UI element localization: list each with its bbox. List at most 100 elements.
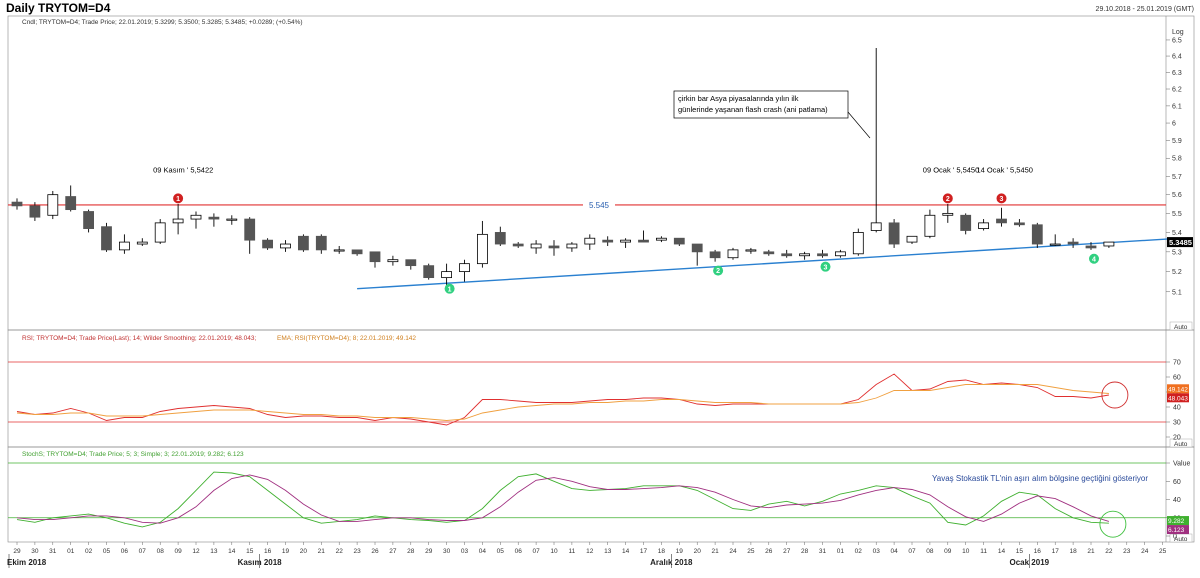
x-tick-label: 18 <box>658 548 666 555</box>
candle-body <box>405 259 417 267</box>
auto-label-stoch: Auto <box>1174 536 1188 543</box>
candle-body <box>244 218 256 241</box>
candle-body <box>208 216 220 220</box>
stoch-highlight-circle <box>1099 510 1127 538</box>
x-tick-label: 28 <box>801 548 809 555</box>
x-tick-label: 17 <box>640 548 648 555</box>
green-touch-marker <box>713 265 724 276</box>
stoch-k-last-value: 9.282 <box>1168 518 1185 525</box>
price-tick-label: 6 <box>1172 121 1176 128</box>
green-touch-marker-label: 3 <box>824 264 828 271</box>
x-tick-label: 06 <box>515 548 523 555</box>
x-tick-label: 14 <box>998 548 1006 555</box>
candle-body <box>262 239 274 249</box>
red-peak-marker-label: 2 <box>946 196 950 203</box>
x-tick-label: 02 <box>855 548 863 555</box>
x-tick-label: 30 <box>31 548 39 555</box>
candle-body <box>727 249 739 259</box>
price-tick-label: 5.9 <box>1172 138 1182 145</box>
candle-body <box>29 205 41 218</box>
stoch-tick-label: 0 <box>1173 534 1177 541</box>
rsi-line <box>16 373 1109 426</box>
price-tick-label: 5.3 <box>1172 249 1182 256</box>
high-annotation: 14 Ocak ' 5,5450 <box>977 166 1033 175</box>
stoch-legend: StochS; TRYTOM=D4; Trade Price; 5; 3; Si… <box>22 451 244 458</box>
candle-body <box>1014 222 1025 226</box>
red-peak-marker <box>996 193 1007 204</box>
x-tick-label: 20 <box>694 548 702 555</box>
stoch-k-last-tag <box>1167 516 1189 526</box>
price-tick-label: 6.3 <box>1172 70 1182 77</box>
auto-button-rsi[interactable] <box>1169 438 1193 448</box>
x-tick-label: 09 <box>944 548 952 555</box>
green-touch-marker <box>1089 253 1099 264</box>
candle-body <box>280 243 291 249</box>
callout-text-line-1: çirkin bar Asya piyasalarında yılın ilk <box>678 94 799 103</box>
candle-body <box>691 243 703 253</box>
x-tick-label: 06 <box>121 548 129 555</box>
x-tick-label: 11 <box>569 548 576 555</box>
x-tick-label: 03 <box>873 548 881 555</box>
x-tick-label: 27 <box>783 548 791 555</box>
log-scale-label: Log <box>1172 29 1184 36</box>
auto-button-price[interactable] <box>1169 321 1193 331</box>
candle-body <box>101 226 112 251</box>
green-touch-marker-label: 1 <box>448 286 452 293</box>
callout-box <box>673 90 849 119</box>
candle-body <box>315 235 327 251</box>
candle-body <box>638 239 649 243</box>
candle-body <box>333 249 345 252</box>
month-label: Aralık 2018 <box>650 558 693 567</box>
chart-title: Daily TRYTOM=D4 <box>6 1 111 15</box>
auto-label-rsi: Auto <box>1174 441 1188 448</box>
x-tick-label: 05 <box>103 548 111 555</box>
x-tick-label: 03 <box>461 548 469 555</box>
high-annotation: 09 Ocak ' 5,5450 <box>923 166 979 175</box>
candle-body <box>136 241 148 245</box>
price-legend: Cndl; TRYTOM=D4; Trade Price; 22.01.2019… <box>22 19 303 26</box>
price-tick-label: 5.7 <box>1172 174 1182 181</box>
green-touch-marker-label: 4 <box>1092 256 1096 263</box>
price-tick-label: 5.5 <box>1172 211 1182 218</box>
price-tick-label: 5.2 <box>1172 269 1182 276</box>
rsi-panel-frame <box>7 329 1195 448</box>
candle-body <box>888 222 900 245</box>
candle-body <box>673 237 685 245</box>
candle-body <box>297 235 309 251</box>
rsi-legend: RSI; TRYTOM=D4; Trade Price(Last); 14; W… <box>22 335 256 342</box>
candle-body <box>656 237 667 241</box>
candle-body <box>530 243 542 249</box>
candle-body <box>1067 241 1079 245</box>
stoch-tick-label: 60 <box>1173 479 1181 486</box>
x-tick-label: 10 <box>550 548 558 555</box>
candle-body <box>1103 241 1115 247</box>
red-peak-marker-label: 1 <box>176 196 180 203</box>
x-tick-label: 21 <box>318 548 326 555</box>
support-trendline <box>357 237 1181 290</box>
month-label: Ekim 2018 <box>7 558 47 567</box>
rsi-tick-label: 70 <box>1173 360 1181 367</box>
green-touch-marker-label: 2 <box>716 268 720 275</box>
rsi-last-value: 48.043 <box>1168 395 1188 402</box>
x-tick-label: 16 <box>264 548 272 555</box>
x-tick-label: 29 <box>13 548 21 555</box>
green-touch-marker <box>444 283 455 294</box>
x-tick-label: 25 <box>1159 548 1167 555</box>
x-tick-label: 31 <box>819 548 827 555</box>
price-tick-label: 5.8 <box>1172 156 1182 163</box>
rsi-last-tag <box>1167 393 1189 403</box>
red-peak-marker <box>173 193 184 204</box>
candle-body <box>369 251 381 263</box>
candle-body <box>65 196 77 211</box>
candle-body <box>387 259 399 263</box>
x-tick-label: 02 <box>85 548 93 555</box>
candle-body <box>781 253 793 257</box>
stoch-tick-label: 40 <box>1173 497 1181 504</box>
callout-text-line-2: günlerinde yaşanan flash crash (ani patl… <box>678 105 828 114</box>
last-price-value: 5.3485 <box>1169 238 1192 247</box>
candle-body <box>942 212 954 216</box>
x-tick-label: 14 <box>622 548 630 555</box>
x-tick-label: 28 <box>407 548 415 555</box>
x-tick-label: 25 <box>747 548 755 555</box>
price-tick-label: 5.4 <box>1172 230 1182 237</box>
